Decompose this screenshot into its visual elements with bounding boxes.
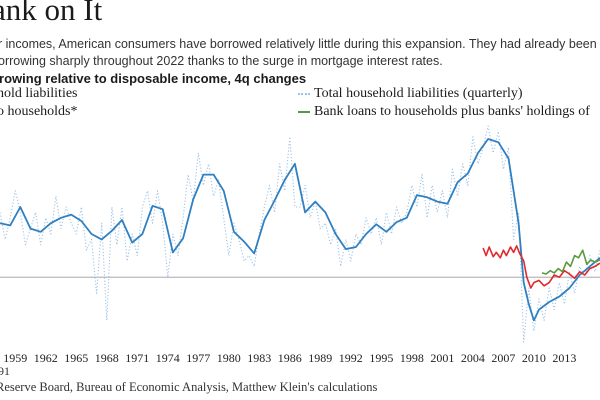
x-tick-label: 1971 xyxy=(125,351,149,365)
subtitle-line-1: r incomes, American consumers have borro… xyxy=(0,37,597,51)
x-tick-label: 2010 xyxy=(522,351,546,365)
legend-label-bank-lending: o households* xyxy=(0,104,78,119)
series-line-3 xyxy=(541,249,600,275)
series-line-1 xyxy=(0,125,600,343)
x-tick-label: 2013 xyxy=(552,351,576,365)
legend-item-total-liabilities: hold liabilities xyxy=(0,85,78,103)
subtitle-line-2: orrowing sharply throughout 2022 thanks … xyxy=(0,54,443,68)
legend-swatch-green xyxy=(298,110,310,113)
x-tick-label: 1977 xyxy=(186,351,210,365)
chart-title-main: ank on It xyxy=(0,0,103,27)
series-line-0 xyxy=(0,138,600,322)
source-note: Reserve Board, Bureau of Economic Analys… xyxy=(0,380,378,394)
x-tick-label: 1980 xyxy=(217,351,241,365)
plot-area xyxy=(0,125,600,343)
series-line-2 xyxy=(482,245,600,289)
chart-subtitle: r incomes, American consumers have borro… xyxy=(0,36,600,70)
legend-label-total-liabilities: hold liabilities xyxy=(0,86,78,101)
x-tick-label: 2007 xyxy=(491,351,515,365)
x-tick-label: 1974 xyxy=(156,351,180,365)
x-tick-label: 1965 xyxy=(64,351,88,365)
x-tick-label: 1995 xyxy=(369,351,393,365)
x-tick-label: 1986 xyxy=(278,351,302,365)
note-fragment: 91 xyxy=(0,364,10,378)
x-axis-ticks: 1959 1962 1965 1968 1971 1974 1977 1980 1983 1986… xyxy=(3,351,576,365)
x-tick-label: 1959 xyxy=(3,351,27,365)
legend-swatch-dotted xyxy=(298,92,310,95)
x-tick-label: 1962 xyxy=(34,351,58,365)
legend-item-bank-loans-plus-holdings: Bank loans to households plus banks' hol… xyxy=(298,103,590,121)
legend-item-bank-lending: o households* xyxy=(0,103,78,121)
legend-label-total-liabilities-quarterly: Total household liabilities (quarterly) xyxy=(314,86,523,101)
x-tick-label: 1992 xyxy=(339,351,363,365)
legend-item-total-liabilities-quarterly: Total household liabilities (quarterly) xyxy=(298,85,523,103)
legend-label-bank-loans-plus-holdings: Bank loans to households plus banks' hol… xyxy=(314,104,590,119)
x-tick-label: 1998 xyxy=(400,351,424,365)
x-tick-label: 2004 xyxy=(461,351,485,365)
x-tick-label: 1968 xyxy=(95,351,119,365)
x-tick-label: 1989 xyxy=(308,351,332,365)
x-tick-label: 1983 xyxy=(247,351,271,365)
x-tick-label: 2001 xyxy=(430,351,454,365)
chart-heading: rrowing relative to disposable income, 4… xyxy=(0,71,307,86)
